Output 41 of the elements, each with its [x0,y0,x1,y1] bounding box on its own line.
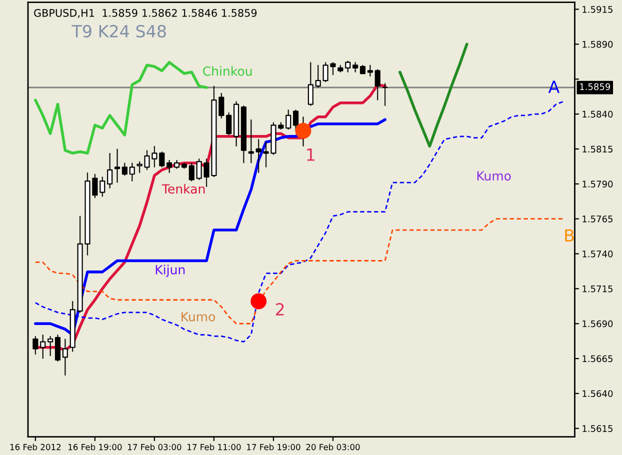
y-tick-label: 1.5765 [582,216,612,222]
y-tick-label: 1.5740 [582,250,613,258]
x-tick-label: 17 Feb 19:00 [247,444,300,450]
y-tick-label: 1.5640 [582,390,613,398]
annotation: Kumo [477,171,511,181]
text: T9 K24 S48 [72,24,166,38]
series-label: B [565,229,574,242]
x-tick-label: 20 Feb 03:00 [306,444,360,450]
x-tick-label: 17 Feb 11:00 [188,444,241,450]
y-tick-label: 1.5815 [582,146,612,153]
candlestick [114,148,120,183]
series-label: Chinkou [203,66,252,76]
series-label: A [548,80,560,93]
series-label: Kijun [156,264,185,277]
ref-line-label: 1.5859 [580,83,610,90]
candlestick [248,119,254,164]
y-tick-label: 1.5690 [582,320,613,328]
candlestick [166,160,172,173]
line-series [34,100,564,342]
x-tick-label: 16 Feb 19:00 [68,444,122,450]
candlestick [48,336,54,356]
y-tick-label: 1.5840 [582,110,613,118]
series-label: Tenkan [162,184,205,194]
annotation: 1 [307,148,314,161]
candlestick [40,334,46,359]
line-series [398,42,468,148]
candlestick [367,64,373,77]
line-series [34,218,564,324]
candlestick [62,338,68,376]
y-tick-label: 1.5790 [582,180,613,188]
x-tick-label: 16 Feb 2012 [10,444,61,450]
y-tick-label: 1.5615 [582,425,612,432]
y-tick-label: 1.5915 [582,6,612,13]
annotation: Kumo [182,312,215,322]
y-tick-label: 1.5715 [582,286,612,292]
y-tick-label: 1.5665 [582,355,612,362]
candlestick [352,62,358,72]
text: GBPUSD,H1 1.5859 1.5862 1.5846 1.5859 [34,8,257,18]
x-tick-label: 17 Feb 03:00 [128,444,182,450]
y-tick-label: 1.5890 [582,40,613,48]
annotation: 2 [276,303,284,316]
